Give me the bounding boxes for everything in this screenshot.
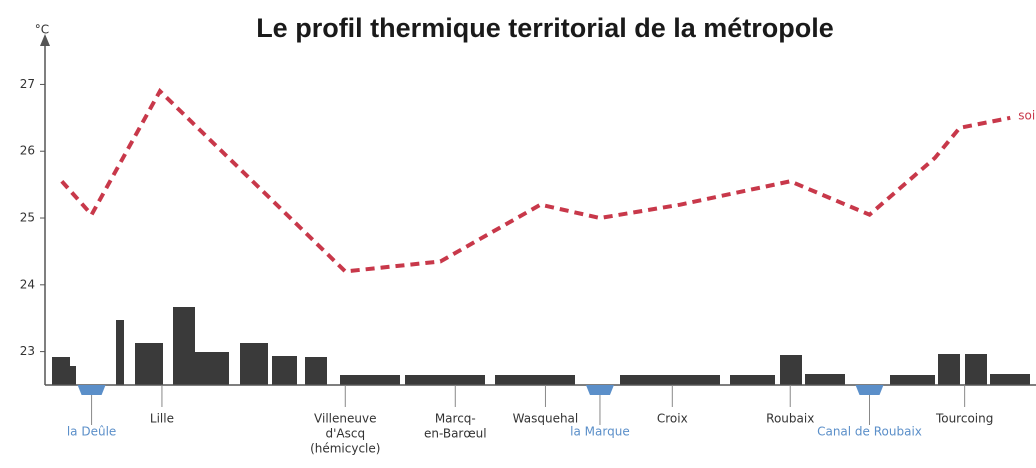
y-tick-label: 24: [20, 277, 35, 291]
place-label: Wasquehal: [513, 412, 579, 426]
temperature-line: [62, 91, 1010, 271]
place-label: d'Ascq: [325, 427, 365, 441]
y-tick-label: 26: [20, 144, 35, 158]
place-label: Roubaix: [766, 412, 814, 426]
y-unit: °C: [35, 23, 49, 37]
skyline: [52, 307, 1030, 385]
y-tick-label: 25: [20, 211, 35, 225]
place-label: (hémicycle): [310, 442, 380, 456]
river: [586, 385, 614, 395]
river: [856, 385, 884, 395]
place-label: Marcq-: [435, 412, 476, 426]
place-label: Villeneuve: [314, 412, 376, 426]
y-tick-label: 27: [20, 77, 35, 91]
series-label: soi: [1018, 108, 1035, 122]
place-label: en-Barœul: [424, 427, 487, 441]
river: [78, 385, 106, 395]
y-tick-label: 23: [20, 344, 35, 358]
place-label: Tourcoing: [935, 412, 993, 426]
chart-title: Le profil thermique territorial de la mé…: [256, 13, 834, 43]
river-label: Canal de Roubaix: [817, 425, 922, 439]
place-label: Croix: [657, 412, 688, 426]
river-label: la Deûle: [67, 425, 116, 439]
place-label: Lille: [150, 412, 174, 426]
chart: Le profil thermique territorial de la mé…: [0, 0, 1036, 468]
river-label: la Marque: [570, 425, 630, 439]
